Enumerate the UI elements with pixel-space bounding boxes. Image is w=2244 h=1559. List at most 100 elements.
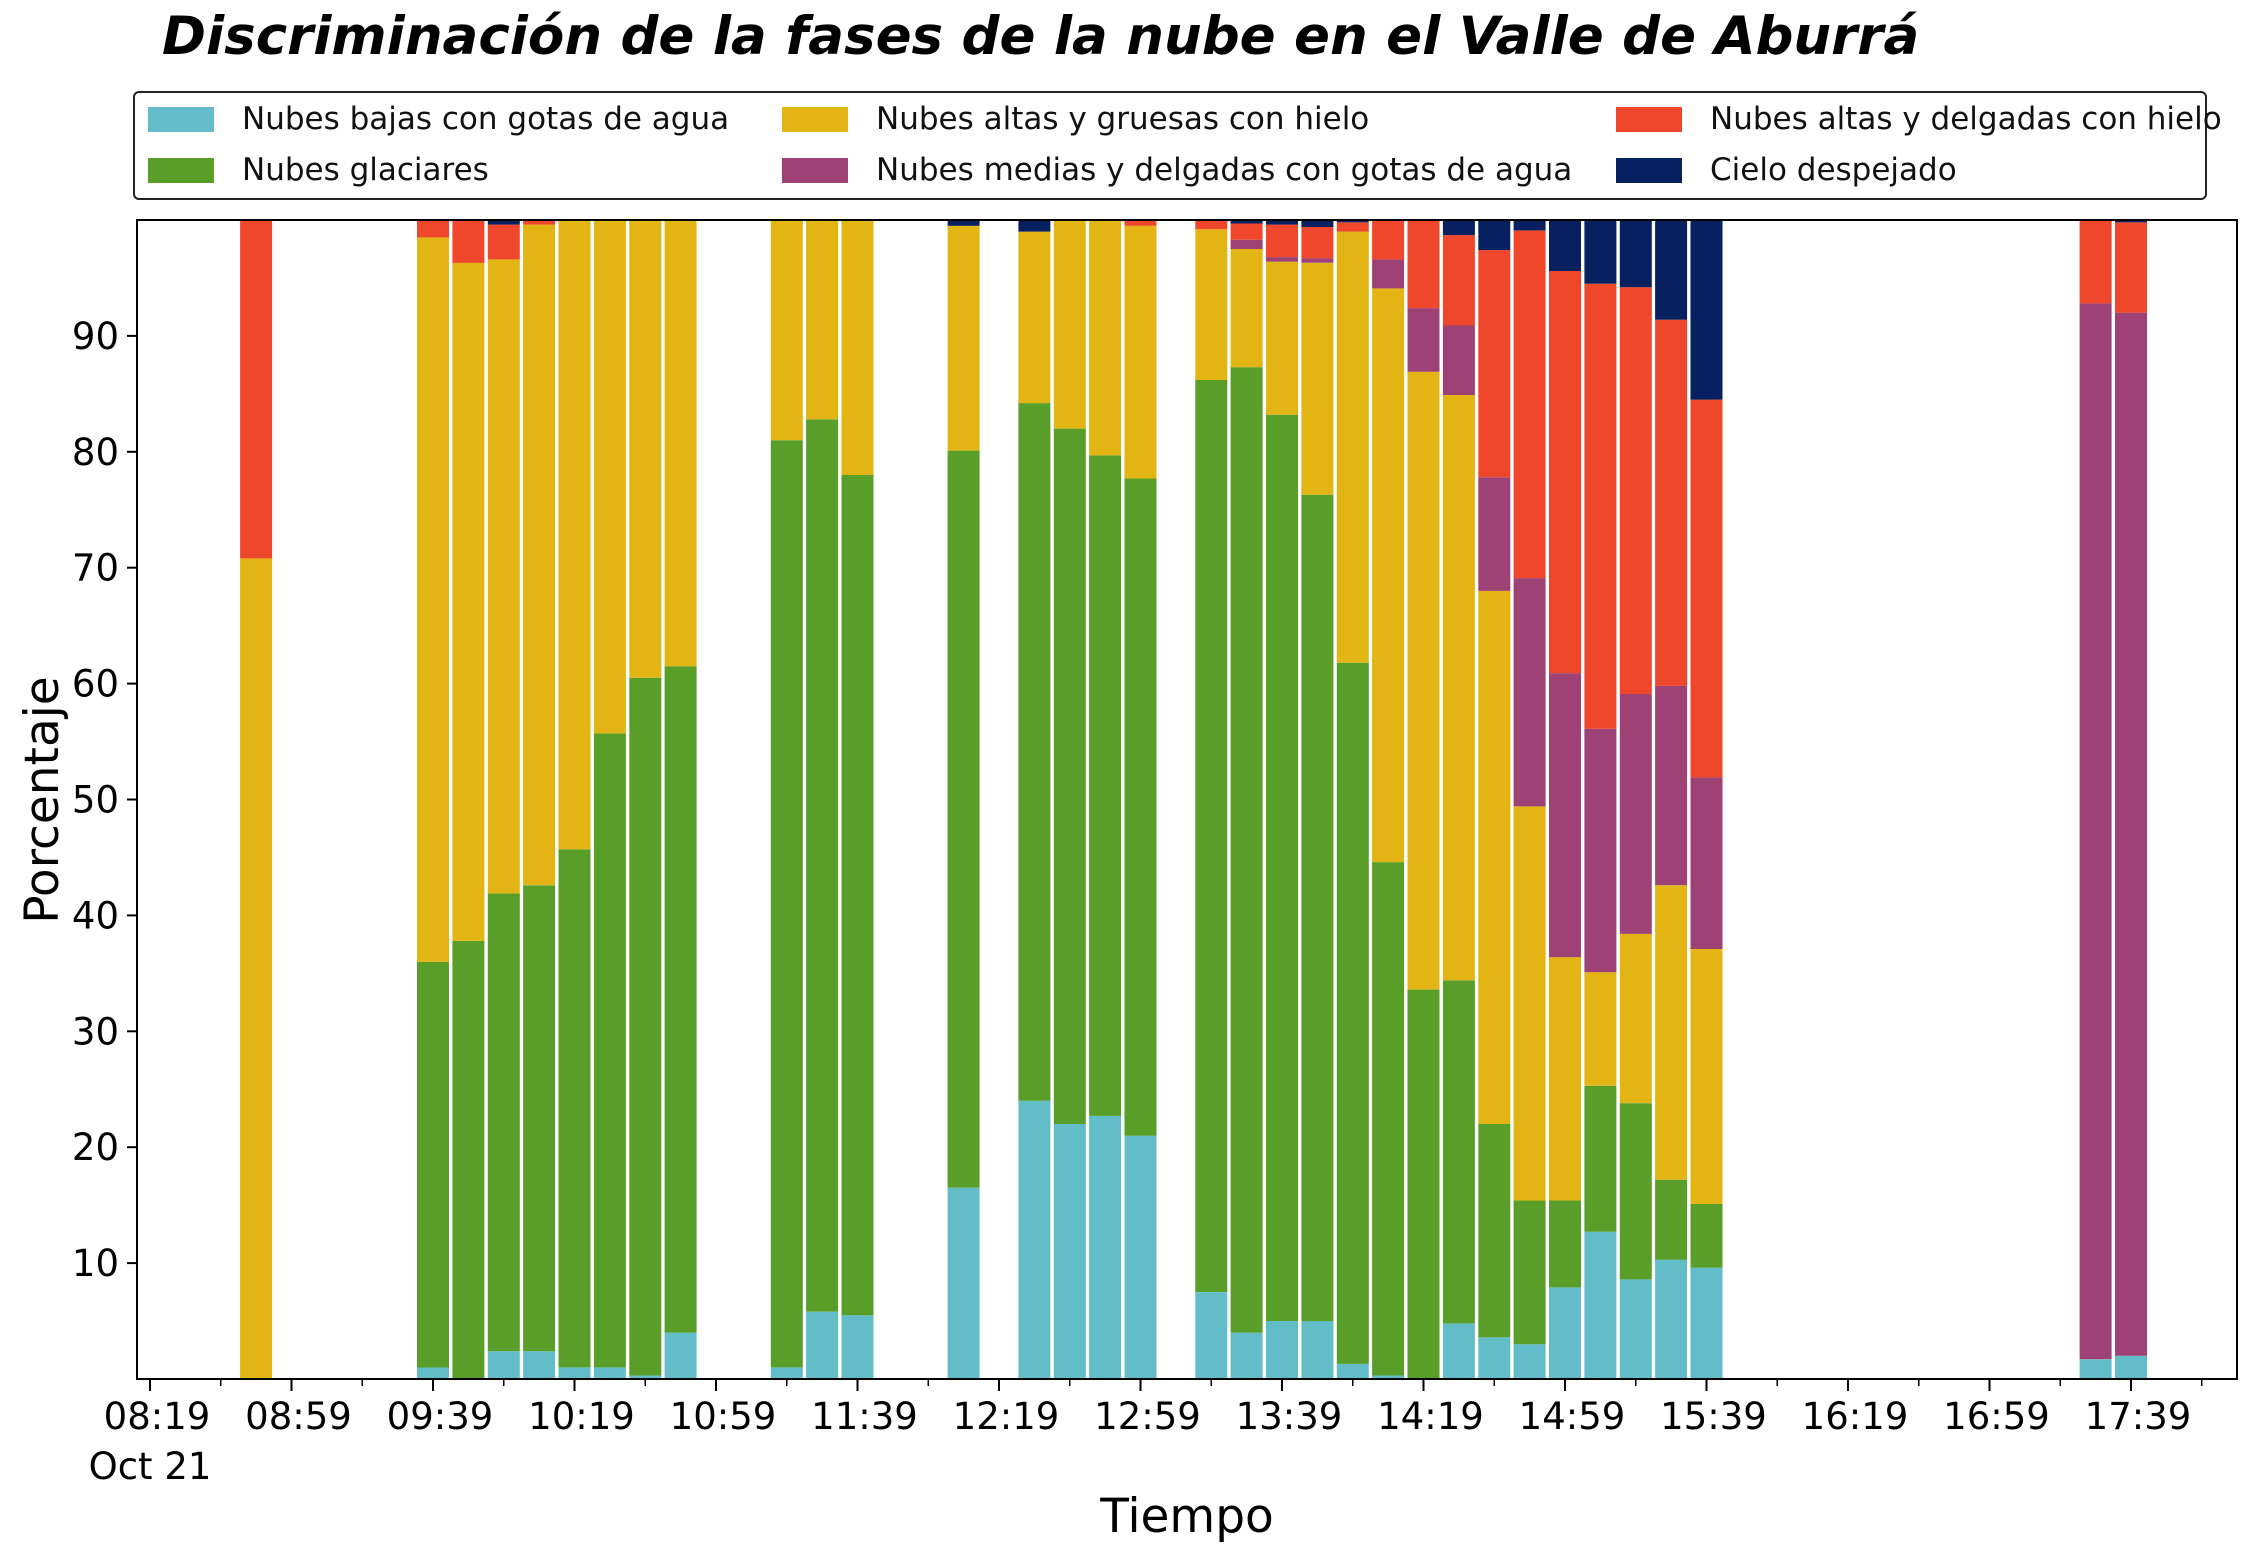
- x-axis-title: Tiempo: [1099, 1489, 1274, 1544]
- x-tick-label: 17:39: [2085, 1395, 2192, 1438]
- bar-segment-1429-s4: [1442, 235, 1475, 326]
- bar-segment-1529-s5: [1655, 220, 1688, 320]
- bar-segment-1319-s2: [1195, 229, 1228, 380]
- bar-segment-1209-s5: [947, 220, 980, 226]
- bar-segment-1539-s5: [1690, 220, 1723, 400]
- bar-segment-1239-s1: [1053, 428, 1086, 1125]
- bar-segment-1349-s5: [1301, 220, 1334, 227]
- bar-segment-0959-s4: [487, 224, 520, 260]
- bar-segment-1009-s2: [523, 224, 556, 886]
- bar-segment-1439-s2: [1478, 590, 1511, 1124]
- legend-label: Nubes glaciares: [242, 152, 489, 188]
- bar-segment-1739-s0: [2115, 1355, 2147, 1379]
- bar-segment-0939-s4: [417, 220, 449, 238]
- bar-segment-1259-s1: [1124, 478, 1157, 1136]
- legend-item-glacial: Nubes glaciares: [148, 150, 489, 190]
- y-tick-label: 60: [72, 663, 119, 706]
- bar-segment-1729-s4: [2079, 220, 2112, 304]
- x-tick-label: 12:59: [1094, 1395, 1201, 1438]
- bar-segment-1459-s4: [1549, 271, 1581, 674]
- bar-segment-1239-s2: [1053, 220, 1086, 429]
- bar-segment-1509-s0: [1584, 1231, 1617, 1379]
- bar-segment-0959-s5: [487, 220, 520, 225]
- bar-segment-1319-s1: [1195, 379, 1228, 1292]
- bar-segment-0939-s2: [417, 237, 449, 962]
- bar-segment-1029-s1: [593, 733, 626, 1368]
- bar-segment-1119-s2: [770, 220, 803, 441]
- legend-swatch-high-thick-ice: [782, 106, 848, 132]
- bar-segment-1459-s2: [1549, 957, 1581, 1201]
- bar-segment-1249-s2: [1089, 220, 1122, 456]
- x-tick-label: 15:39: [1660, 1395, 1767, 1438]
- bar-segment-0949-s2: [452, 262, 485, 941]
- bar-segment-1529-s0: [1655, 1259, 1688, 1379]
- bar-segment-1739-s5: [2115, 220, 2147, 223]
- bar-segment-0939-s0: [417, 1367, 449, 1379]
- bar-segment-1329-s5: [1230, 220, 1263, 224]
- bar-segment-1329-s0: [1230, 1332, 1263, 1379]
- bar-segment-1259-s0: [1124, 1135, 1157, 1379]
- bar-segment-1029-s0: [593, 1367, 626, 1379]
- bar-segment-1319-s0: [1195, 1292, 1228, 1379]
- bar-segment-1359-s4: [1336, 222, 1369, 232]
- legend-swatch-glacial: [148, 157, 214, 183]
- x-tick-label: 11:39: [811, 1395, 918, 1438]
- x-tick-label: 13:39: [1236, 1395, 1343, 1438]
- bar-segment-1739-s4: [2115, 222, 2147, 313]
- bar-segment-1329-s4: [1230, 223, 1263, 240]
- legend-label: Nubes altas y gruesas con hielo: [876, 101, 1370, 137]
- bar-segment-1019-s1: [558, 849, 591, 1368]
- bar-segment-1349-s2: [1301, 262, 1334, 495]
- bar-segment-1229-s5: [1018, 220, 1051, 232]
- bar-segment-1229-s2: [1018, 231, 1051, 404]
- bar-segment-1129-s1: [806, 419, 839, 1312]
- bar-segment-0849-s4: [240, 220, 273, 559]
- bar-segment-1119-s1: [770, 440, 803, 1368]
- y-tick-label: 80: [72, 431, 119, 474]
- bar-segment-1419-s1: [1407, 989, 1440, 1379]
- bar-segment-1419-s4: [1407, 220, 1440, 309]
- bar-segment-0959-s0: [487, 1351, 520, 1379]
- bar-segment-1449-s0: [1513, 1344, 1546, 1379]
- bar-segment-1329-s3: [1230, 239, 1263, 249]
- legend-swatch-mid-thin-water: [782, 157, 848, 183]
- bar-segment-1139-s0: [841, 1315, 874, 1379]
- bar-segment-1439-s4: [1478, 250, 1511, 478]
- bar-segment-1359-s1: [1336, 662, 1369, 1364]
- bar-segment-1319-s4: [1195, 220, 1228, 230]
- bar-segment-1529-s1: [1655, 1179, 1688, 1260]
- y-tick-label: 70: [72, 547, 119, 590]
- bar-segment-1529-s4: [1655, 319, 1688, 686]
- bar-segment-1519-s0: [1619, 1279, 1652, 1379]
- bar-segment-1519-s5: [1619, 220, 1652, 288]
- bar-segment-1509-s5: [1584, 220, 1617, 284]
- bar-segment-1049-s1: [664, 666, 697, 1333]
- bar-segment-1009-s0: [523, 1351, 556, 1379]
- legend-swatch-high-thin-ice: [1616, 106, 1682, 132]
- bar-segment-1339-s2: [1266, 261, 1298, 415]
- legend-item-low-water: Nubes bajas con gotas de agua: [148, 99, 729, 139]
- x-tick-label: 16:59: [1943, 1395, 2050, 1438]
- y-tick-label: 90: [72, 315, 119, 358]
- bar-segment-1229-s0: [1018, 1100, 1051, 1379]
- bar-segment-1129-s0: [806, 1311, 839, 1379]
- legend: Nubes bajas con gotas de agua Nubes glac…: [133, 91, 2222, 200]
- bar-segment-1519-s4: [1619, 287, 1652, 694]
- bar-segment-1459-s1: [1549, 1200, 1581, 1288]
- bar-segment-1329-s1: [1230, 367, 1263, 1333]
- bar-segment-1429-s5: [1442, 220, 1475, 236]
- bar-segment-1339-s0: [1266, 1321, 1298, 1379]
- bar-segment-1409-s0: [1372, 1375, 1405, 1379]
- bar-segment-1449-s5: [1513, 220, 1546, 231]
- bar-segment-1329-s2: [1230, 249, 1263, 368]
- bar-segment-1439-s0: [1478, 1337, 1511, 1379]
- bar-segment-1509-s4: [1584, 283, 1617, 729]
- bar-segment-1339-s3: [1266, 257, 1298, 262]
- y-axis: 10 20 30 40 50 60 70 80 90: [72, 315, 137, 1285]
- bar-segment-1039-s0: [629, 1375, 662, 1379]
- bar-segment-0959-s1: [487, 893, 520, 1352]
- bar-segment-1009-s4: [523, 220, 556, 225]
- bar-segment-1339-s5: [1266, 220, 1298, 225]
- chart-title: Discriminación de la fases de la nube en…: [162, 6, 1920, 67]
